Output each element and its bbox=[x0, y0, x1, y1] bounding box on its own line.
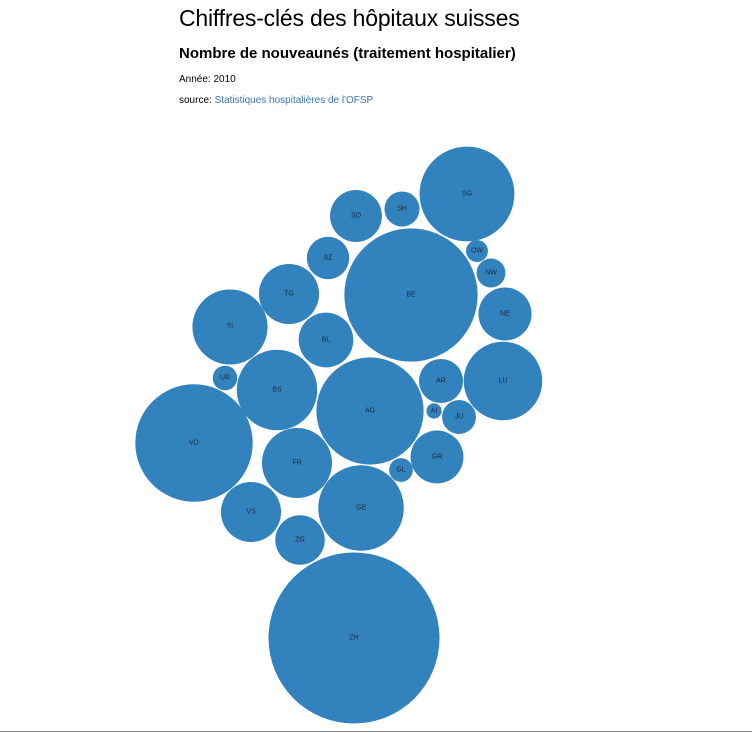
bubble-tg[interactable]: TG bbox=[258, 263, 320, 325]
bubble-circle-sg[interactable] bbox=[419, 146, 515, 242]
bubble-circle-ur[interactable] bbox=[212, 365, 238, 391]
bubble-circle-ag[interactable] bbox=[316, 357, 424, 465]
bubble-circle-gl[interactable] bbox=[389, 458, 413, 482]
bubble-ag[interactable]: AG bbox=[316, 357, 424, 465]
bubble-circle-vs[interactable] bbox=[220, 481, 282, 543]
bubble-sg[interactable]: SG bbox=[419, 146, 515, 242]
bubble-zh[interactable]: ZH bbox=[268, 552, 440, 724]
bubble-bl[interactable]: BL bbox=[298, 312, 354, 368]
bubble-zg[interactable]: ZG bbox=[275, 515, 325, 565]
bubble-circle-ti[interactable] bbox=[192, 289, 268, 365]
bubble-circle-nw[interactable] bbox=[476, 258, 506, 288]
bubble-circle-ow[interactable] bbox=[466, 240, 488, 262]
page-title: Chiffres-clés des hôpitaux suisses bbox=[179, 5, 520, 31]
bubble-circle-vd[interactable] bbox=[135, 384, 253, 502]
source-link[interactable]: Statistiques hospitalières de l'OFSP bbox=[214, 95, 374, 106]
bubble-circle-sz[interactable] bbox=[306, 236, 350, 280]
source-label: source: bbox=[179, 95, 212, 106]
bubble-lu[interactable]: LU bbox=[463, 341, 543, 421]
bubble-circle-gr[interactable] bbox=[410, 430, 464, 484]
bubble-circle-so[interactable] bbox=[330, 190, 382, 242]
bubble-circle-be[interactable] bbox=[344, 228, 478, 362]
bubble-ne[interactable]: NE bbox=[478, 287, 532, 341]
bubble-sz[interactable]: SZ bbox=[306, 236, 350, 280]
year-value: 2010 bbox=[213, 74, 236, 85]
source-line: source: Statistiques hospitalières de l'… bbox=[179, 95, 373, 106]
bubble-fr[interactable]: FR bbox=[261, 427, 333, 499]
chart-title: Nombre de nouveaunés (traitement hospita… bbox=[179, 45, 516, 62]
bubble-nw[interactable]: NW bbox=[476, 258, 506, 288]
bubble-circle-ju[interactable] bbox=[442, 400, 476, 434]
bubble-circle-zh[interactable] bbox=[268, 552, 440, 724]
bubble-circle-sh[interactable] bbox=[384, 191, 420, 227]
bubble-circle-ar[interactable] bbox=[418, 358, 464, 404]
bubble-gl[interactable]: GL bbox=[389, 458, 413, 482]
bubble-vs[interactable]: VS bbox=[220, 481, 282, 543]
bubble-circle-bs[interactable] bbox=[236, 349, 318, 431]
bubble-circle-ne[interactable] bbox=[478, 287, 532, 341]
bubble-ow[interactable]: OW bbox=[466, 240, 488, 262]
bubble-circle-ge[interactable] bbox=[318, 465, 404, 551]
bubble-ge[interactable]: GE bbox=[318, 465, 404, 551]
bubble-ai[interactable]: AI bbox=[426, 403, 442, 419]
bubble-gr[interactable]: GR bbox=[410, 430, 464, 484]
bubble-circle-tg[interactable] bbox=[258, 263, 320, 325]
bubble-so[interactable]: SO bbox=[330, 190, 382, 242]
bubble-sh[interactable]: SH bbox=[384, 191, 420, 227]
bubble-ju[interactable]: JU bbox=[442, 400, 476, 434]
bubble-circle-fr[interactable] bbox=[261, 427, 333, 499]
bubble-ur[interactable]: UR bbox=[212, 365, 238, 391]
bubble-circle-bl[interactable] bbox=[298, 312, 354, 368]
bubble-bs[interactable]: BS bbox=[236, 349, 318, 431]
year-line: Année: 2010 bbox=[179, 74, 236, 85]
bubble-vd[interactable]: VD bbox=[135, 384, 253, 502]
bubble-circle-lu[interactable] bbox=[463, 341, 543, 421]
bubble-ti[interactable]: TI bbox=[192, 289, 268, 365]
bubble-circle-zg[interactable] bbox=[275, 515, 325, 565]
bubble-be[interactable]: BE bbox=[344, 228, 478, 362]
year-label: Année: bbox=[179, 74, 211, 85]
bottom-divider bbox=[0, 731, 752, 732]
bubble-ar[interactable]: AR bbox=[418, 358, 464, 404]
bubble-circle-ai[interactable] bbox=[426, 403, 442, 419]
